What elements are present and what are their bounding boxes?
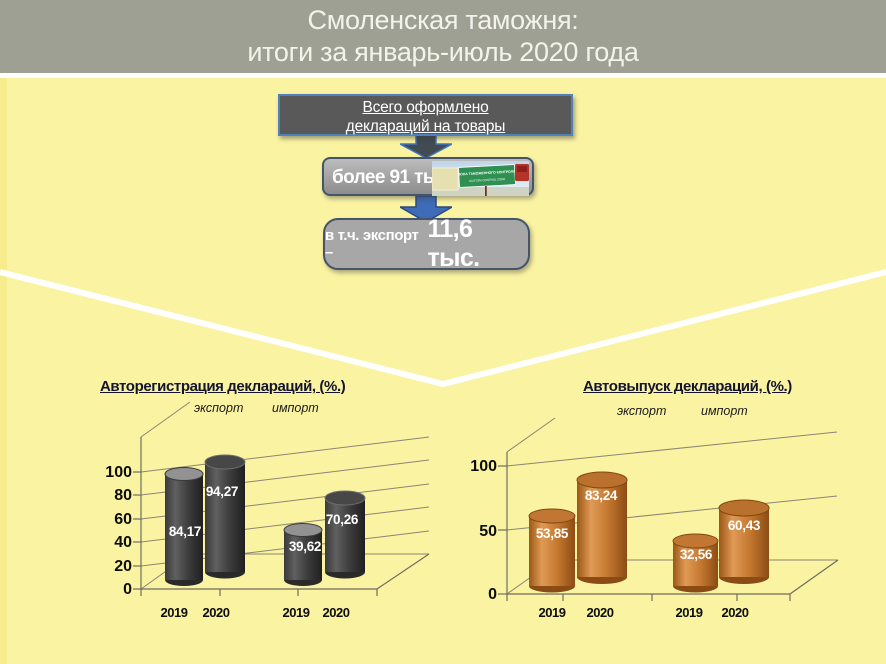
flow-box-total-declarations: Всего оформлено деклараций на товары [278, 94, 573, 136]
flow-box3-prefix: в т.ч. экспорт – [325, 227, 419, 261]
flow-box1-line2: деклараций на товары [345, 118, 506, 135]
legend-export: экспорт [617, 404, 667, 418]
cylinder-export-2020 [576, 471, 628, 584]
truck-icon [515, 164, 529, 181]
gridlines [506, 417, 838, 595]
legend-import: импорт [272, 401, 319, 415]
sign-post [485, 186, 487, 196]
legend-export: экспорт [194, 401, 244, 415]
x-tick-label: 2019 [676, 605, 703, 620]
x-tick-label: 2019 [283, 605, 310, 620]
sign-text-en: CUSTOM CONTROL ZONE [469, 177, 505, 183]
value-label: 70,26 [326, 512, 359, 527]
flow-box-export-11-6k: в т.ч. экспорт – 11,6 тыс. [323, 215, 530, 272]
header-divider [0, 73, 886, 78]
flow-box3-value: 11,6 тыс. [427, 215, 480, 272]
chart-autoregistration: 84,17 94,27 39,62 70,26 100 80 60 40 20 … [105, 401, 430, 620]
gridlines [140, 401, 430, 590]
flow-box1-line1: Всего оформлено [362, 99, 489, 116]
value-label: 32,56 [680, 547, 713, 562]
y-tick-label: 100 [105, 464, 132, 481]
decorative-v-line [0, 269, 886, 388]
customs-zone-photo: ЗОНА ТАМОЖЕННОГО КОНТРОЛЯ CUSTOM CONTROL… [432, 161, 529, 196]
pavement [432, 187, 529, 196]
y-tick-label: 60 [114, 511, 132, 528]
building-wall [432, 167, 459, 191]
cylinder-import-2019 [672, 533, 719, 593]
cylinder-import-2020 [718, 499, 770, 584]
road-sign-icon: ЗОНА ТАМОЖЕННОГО КОНТРОЛЯ CUSTOM CONTROL… [458, 164, 516, 188]
left-accent-strip [0, 78, 7, 664]
x-tick-label: 2019 [539, 605, 566, 620]
x-tick-label: 2020 [323, 605, 350, 620]
chart-title-autoregistration: Авторегистрация деклараций, (%.) [100, 378, 346, 395]
value-label: 94,27 [206, 484, 238, 499]
down-arrow-icon [400, 196, 452, 222]
y-tick-label: 40 [114, 534, 132, 551]
header-banner: Смоленская таможня: итоги за январь-июль… [0, 0, 886, 73]
value-label: 84,17 [169, 524, 201, 539]
chart-autorelease: 53,85 83,24 32,56 60,43 100 50 0 2019 20… [470, 417, 839, 620]
x-tick-label: 2020 [722, 605, 749, 620]
y-tick-label: 50 [479, 523, 497, 540]
value-label: 53,85 [536, 526, 569, 541]
x-tick-label: 2020 [203, 605, 230, 620]
chart-title-autorelease: Автовыпуск деклараций, (%.) [583, 378, 792, 395]
y-tick-label: 0 [123, 581, 132, 598]
y-tick-label: 0 [488, 586, 497, 603]
y-tick-label: 100 [470, 458, 497, 475]
value-label: 39,62 [289, 539, 321, 554]
cylinder-export-2019 [164, 467, 204, 586]
cylinder-import-2020 [324, 490, 366, 579]
cylinder-export-2020 [204, 454, 246, 579]
axis-frame [133, 437, 430, 596]
down-arrow-icon [400, 135, 452, 158]
legend-import: импорт [701, 404, 748, 418]
x-tick-label: 2019 [161, 605, 188, 620]
x-tick-label: 2020 [587, 605, 614, 620]
flow-box2-label: более 91 тыс. [332, 167, 454, 188]
slide-title-line2: итоги за январь-июль 2020 года [247, 37, 639, 67]
value-label: 60,43 [728, 518, 761, 533]
slide-title-line1: Смоленская таможня: [307, 5, 579, 35]
value-label: 83,24 [585, 488, 618, 503]
cylinder-export-2019 [528, 508, 576, 593]
y-tick-label: 80 [114, 487, 132, 504]
sign-text-ru: ЗОНА ТАМОЖЕННОГО КОНТРОЛЯ [458, 169, 516, 176]
axis-frame [498, 452, 839, 601]
y-tick-label: 20 [114, 558, 132, 575]
flow-box-more-than-91k: более 91 тыс. ЗОНА ТАМОЖЕННОГО КОНТРОЛЯ … [322, 157, 534, 196]
cylinder-import-2019 [283, 523, 323, 586]
